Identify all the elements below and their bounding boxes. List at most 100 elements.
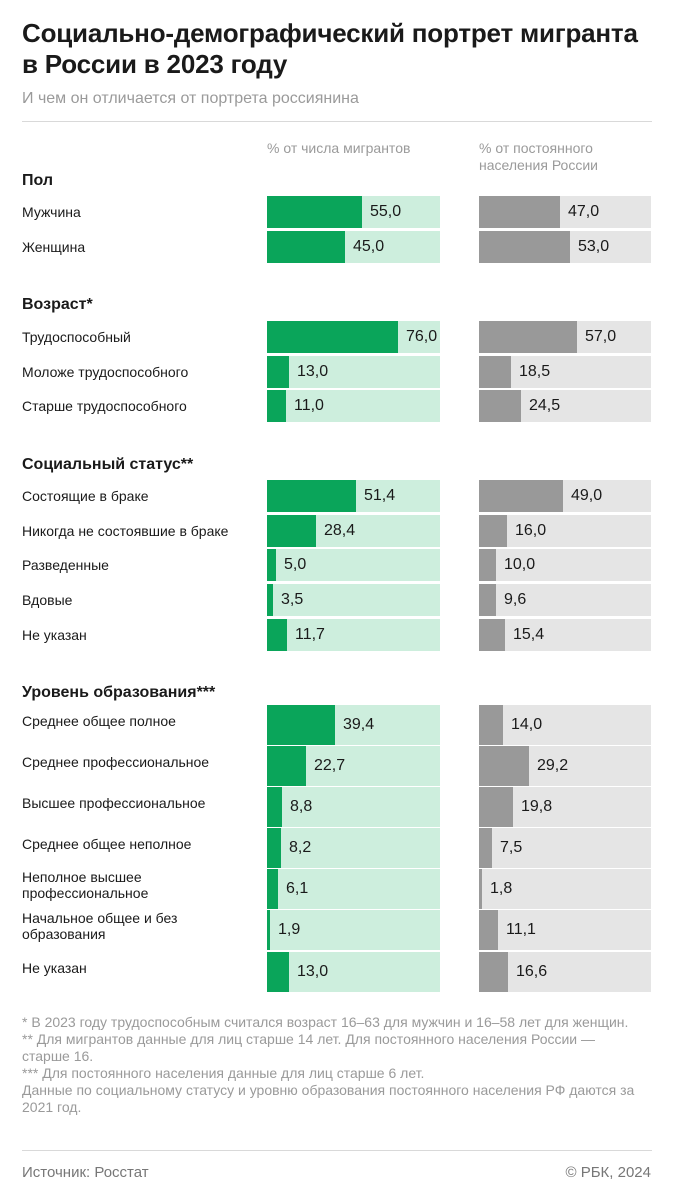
population-bar-track: 9,6: [479, 584, 651, 616]
population-bar: [479, 619, 505, 651]
column-header-population: % от постоянного населения России: [479, 140, 598, 173]
row-label: Вдовые: [22, 592, 73, 608]
footnote: * В 2023 году трудоспособным считался во…: [22, 1014, 629, 1030]
copyright-text: © РБК, 2024: [565, 1164, 651, 1181]
section-title: Пол: [22, 172, 54, 189]
migrants-bar-track: 13,0: [267, 952, 440, 992]
migrants-bar: [267, 515, 316, 547]
population-bar: [479, 321, 577, 353]
section-title: Возраст*: [22, 296, 93, 313]
migrants-value-label: 39,4: [343, 716, 375, 733]
population-bar: [479, 584, 496, 616]
population-value-label: 49,0: [571, 487, 603, 504]
migrants-bar: [267, 196, 362, 228]
migrants-bar: [267, 231, 345, 263]
migrants-bar: [267, 705, 335, 745]
population-bar: [479, 231, 570, 263]
population-value-label: 19,8: [521, 798, 553, 815]
page-title: Социально-демографический портрет мигран…: [22, 18, 638, 79]
migrants-value-label: 1,9: [278, 921, 301, 938]
footnote: *** Для постоянного населения данные для…: [22, 1065, 425, 1081]
population-value-label: 29,2: [537, 757, 569, 774]
migrants-value-label: 45,0: [353, 238, 385, 255]
row-label: Среднее профессиональное: [22, 754, 210, 770]
row-label: Никогда не состоявшие в браке: [22, 523, 229, 539]
migrants-bar-track: 11,7: [267, 619, 440, 651]
row-label: Начальное общее и без образования: [22, 910, 178, 942]
population-bar: [479, 390, 521, 422]
population-bar-track: 14,0: [479, 705, 651, 745]
population-value-label: 10,0: [504, 556, 536, 573]
migrants-bar-track: 28,4: [267, 515, 440, 547]
migrants-bar-track: 51,4: [267, 480, 440, 512]
population-bar-track: 19,8: [479, 787, 651, 827]
migrants-bar: [267, 787, 282, 827]
row-label: Разведенные: [22, 557, 109, 573]
migrants-bar: [267, 480, 356, 512]
row-label: Не указан: [22, 627, 87, 643]
migrants-bar-track: 76,0: [267, 321, 440, 353]
population-value-label: 53,0: [578, 238, 610, 255]
migrants-bar-track: 5,0: [267, 549, 440, 581]
migrants-bar: [267, 321, 398, 353]
population-value-label: 1,8: [490, 880, 513, 897]
population-value-label: 24,5: [529, 397, 561, 414]
population-bar: [479, 356, 511, 388]
migrants-bar: [267, 390, 286, 422]
population-bar: [479, 869, 482, 909]
migrants-value-label: 76,0: [406, 328, 438, 345]
migrants-value-label: 6,1: [286, 880, 309, 897]
page-subtitle: И чем он отличается от портрета россияни…: [22, 90, 359, 107]
population-bar-track: 47,0: [479, 196, 651, 228]
migrants-bar-track: 13,0: [267, 356, 440, 388]
migrants-value-label: 5,0: [284, 556, 307, 573]
migrants-bar-track: 45,0: [267, 231, 440, 263]
section-title: Социальный статус**: [22, 456, 194, 473]
population-bar: [479, 828, 492, 868]
migrants-value-label: 8,2: [289, 839, 312, 856]
migrants-bar: [267, 952, 289, 992]
migrants-value-label: 11,7: [295, 626, 325, 643]
migrants-value-label: 13,0: [297, 963, 329, 980]
population-bar-track: 1,8: [479, 869, 651, 909]
row-label: Не указан: [22, 960, 87, 976]
footnotes: * В 2023 году трудоспособным считался во…: [22, 1014, 642, 1116]
migrants-value-label: 55,0: [370, 203, 402, 220]
row-label: Среднее общее полное: [22, 713, 176, 729]
population-bar-track: 7,5: [479, 828, 651, 868]
row-label: Среднее общее неполное: [22, 836, 192, 852]
migrants-bar-track: 55,0: [267, 196, 440, 228]
population-value-label: 16,0: [515, 522, 547, 539]
population-bar: [479, 787, 513, 827]
migrants-bar-track: 1,9: [267, 910, 440, 950]
footnote: ** Для мигрантов данные для лиц старше 1…: [22, 1031, 596, 1064]
population-bar-track: 16,6: [479, 952, 651, 992]
migrants-value-label: 13,0: [297, 363, 329, 380]
migrants-bar: [267, 549, 276, 581]
population-bar-track: 18,5: [479, 356, 651, 388]
migrants-bar-track: 8,8: [267, 787, 440, 827]
population-value-label: 57,0: [585, 328, 617, 345]
row-label: Трудоспособный: [22, 329, 131, 345]
population-bar-track: 57,0: [479, 321, 651, 353]
migrants-bar-track: 8,2: [267, 828, 440, 868]
migrants-value-label: 22,7: [314, 757, 346, 774]
population-value-label: 9,6: [504, 591, 527, 608]
migrants-bar: [267, 828, 281, 868]
migrants-value-label: 3,5: [281, 591, 304, 608]
population-bar: [479, 705, 503, 745]
migrants-value-label: 28,4: [324, 522, 356, 539]
row-label: Неполное высшее профессиональное: [22, 869, 149, 901]
population-value-label: 14,0: [511, 716, 543, 733]
migrants-value-label: 51,4: [364, 487, 396, 504]
population-bar: [479, 196, 560, 228]
migrants-bar-track: 39,4: [267, 705, 440, 745]
population-value-label: 15,4: [513, 626, 545, 643]
population-bar: [479, 952, 508, 992]
row-label: Мужчина: [22, 204, 81, 220]
population-bar-track: 24,5: [479, 390, 651, 422]
migrants-value-label: 11,0: [294, 397, 324, 414]
population-bar-track: 49,0: [479, 480, 651, 512]
top-divider: [22, 121, 652, 122]
population-bar-track: 15,4: [479, 619, 651, 651]
